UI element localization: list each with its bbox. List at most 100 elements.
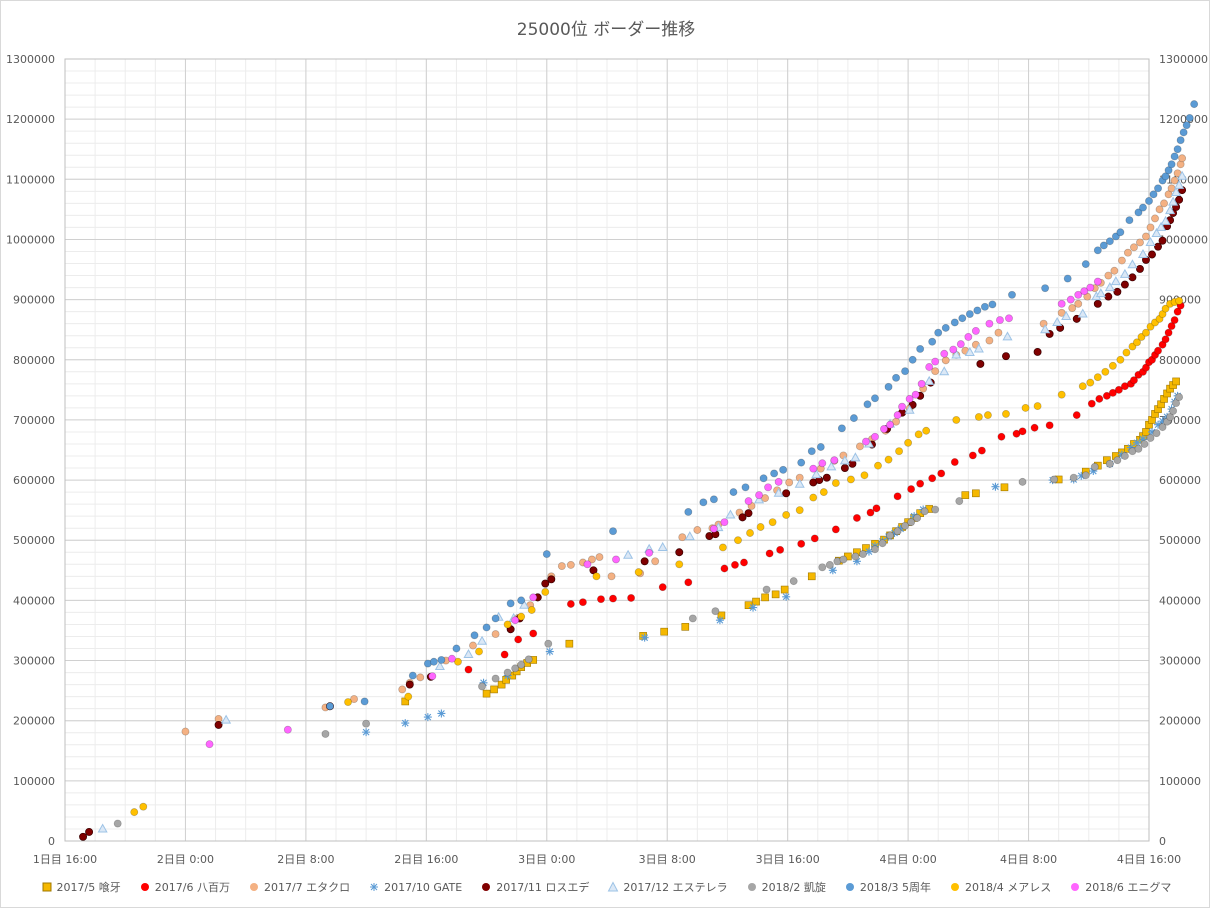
data-point-series-5 (1128, 273, 1137, 282)
legend-marker-shape (249, 883, 258, 891)
data-point-series-4 (640, 633, 649, 642)
legend-marker-shape (845, 883, 854, 891)
data-point-series-8 (958, 314, 967, 323)
data-point-series-7 (524, 655, 533, 664)
data-point-series-5 (675, 548, 684, 557)
data-point-series-10 (755, 491, 764, 500)
data-point-series-3 (693, 526, 702, 534)
legend-label: 2018/3 5周年 (859, 881, 932, 894)
data-point-series-2 (872, 504, 881, 513)
data-point-series-3 (1129, 243, 1138, 252)
legend-item-5: 2017/11 ロスエデ (480, 879, 589, 895)
data-point-series-4-glyph (1132, 438, 1141, 447)
legend-label: 2017/7 エタクロ (263, 881, 351, 894)
data-point-series-8 (684, 508, 693, 516)
x-tick-label: 4日目 8:00 (1000, 853, 1057, 866)
data-point-series-8 (1134, 208, 1143, 217)
data-point-series-7 (858, 550, 867, 559)
data-point-series-9 (1122, 348, 1131, 357)
data-point-series-7 (907, 518, 916, 527)
data-point-series-5 (640, 557, 649, 566)
data-point-series-3 (1117, 256, 1126, 265)
data-point-series-9 (1002, 409, 1010, 418)
data-point-series-2 (1045, 421, 1054, 430)
data-point-series-8 (542, 550, 551, 559)
data-point-series-9 (1137, 332, 1146, 341)
data-point-series-5 (1136, 264, 1144, 273)
data-point-series-7 (503, 668, 512, 677)
data-point-series-9 (675, 560, 684, 569)
data-point-series-9 (1021, 403, 1030, 412)
data-point-series-10 (971, 326, 980, 335)
y-tick-label-left: 600000 (13, 474, 55, 487)
legend-marker-shape (951, 883, 960, 891)
data-point-series-8 (1111, 232, 1120, 241)
data-point-series-2 (916, 479, 925, 488)
data-point-series-3 (469, 641, 477, 650)
data-point-series-10 (818, 459, 827, 468)
x-tick-label: 4日目 0:00 (880, 853, 937, 866)
data-point-series-8 (928, 337, 937, 346)
data-point-series-5 (1093, 299, 1102, 308)
data-point-series-6 (1168, 196, 1179, 206)
data-point-series-3 (1146, 223, 1155, 232)
data-point-series-7 (931, 505, 940, 514)
data-point-series-1 (502, 675, 510, 684)
data-point-series-7 (491, 674, 500, 683)
data-point-series-9 (974, 412, 983, 421)
data-point-series-9 (1057, 390, 1066, 399)
data-point-series-4-glyph (1126, 443, 1135, 452)
legend-marker (845, 883, 854, 891)
y-tick-label-right: 1300000 (1159, 53, 1208, 66)
data-point-series-8 (965, 310, 974, 319)
y-tick-label-right: 200000 (1159, 715, 1201, 728)
data-point-series-8 (863, 400, 872, 409)
data-point-series-6 (811, 469, 822, 479)
data-point-series-9 (895, 447, 904, 456)
data-point-series-9 (809, 493, 818, 502)
data-point-series-6 (826, 461, 837, 471)
data-point-series-10 (996, 316, 1004, 325)
data-point-series-10 (931, 357, 940, 366)
data-point-series-2 (797, 539, 806, 548)
data-point-series-8 (1139, 203, 1147, 212)
y-tick-label-right: 100000 (1159, 775, 1201, 788)
data-point-series-2 (1108, 388, 1117, 397)
data-point-series-2 (1018, 427, 1027, 436)
legend-item-10: 2018/6 エニグマ (1069, 879, 1171, 895)
data-point-series-10 (283, 725, 292, 734)
data-point-series-7 (688, 614, 697, 623)
data-point-series-4 (1158, 417, 1167, 426)
data-point-series-7 (544, 639, 553, 648)
data-point-series-3 (1178, 154, 1187, 163)
data-point-series-2 (500, 650, 509, 659)
data-point-series-3 (1110, 266, 1119, 275)
data-point-series-9 (139, 802, 148, 811)
data-point-series-1 (681, 623, 690, 631)
data-point-series-8 (871, 394, 879, 403)
data-point-series-8 (892, 373, 901, 382)
data-point-series-9 (756, 523, 765, 531)
legend-label: 2017/12 エステレラ (623, 881, 728, 894)
data-point-series-8 (849, 414, 858, 423)
data-point-series-8 (517, 596, 526, 605)
y-tick-label-left: 200000 (13, 715, 55, 728)
data-point-series-7 (789, 577, 798, 586)
data-point-series-9 (1093, 373, 1102, 382)
data-point-series-6 (973, 343, 984, 353)
data-point-series-8 (1105, 237, 1114, 246)
data-point-series-8 (980, 302, 989, 311)
data-point-series-9 (1108, 361, 1117, 370)
data-point-series-8 (1167, 160, 1176, 169)
data-point-series-6 (1077, 308, 1088, 318)
data-point-series-8 (988, 300, 997, 309)
data-point-series-3 (1170, 176, 1179, 185)
data-point-series-1 (1172, 377, 1180, 386)
data-point-series-4-glyph (749, 603, 758, 612)
data-point-series-8 (973, 306, 982, 315)
data-point-series-10 (447, 654, 456, 663)
data-point-series-8 (491, 614, 500, 623)
legend-label: 2018/4 メアレス (965, 881, 1052, 894)
data-point-series-9 (1142, 328, 1150, 337)
plot-area: 0 0 100000 100000 200000 200000 300000 300000 40… (6, 53, 1208, 866)
